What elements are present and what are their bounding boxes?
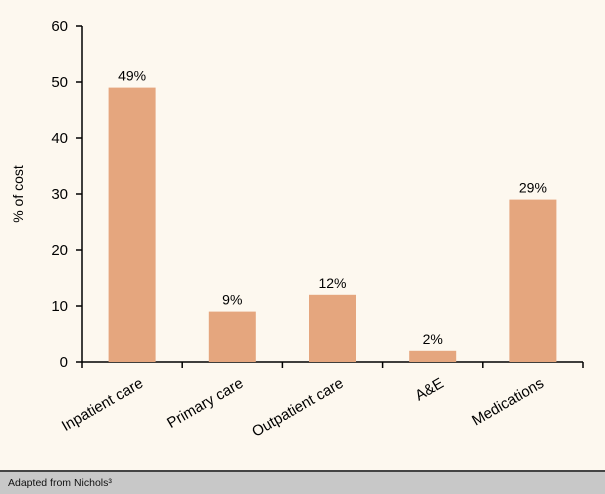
y-axis-ticks: 0 10 20 30 40 50 60 bbox=[51, 18, 82, 371]
bar bbox=[409, 350, 457, 362]
data-label: 2% bbox=[423, 331, 443, 347]
y-axis-label: % of cost bbox=[10, 165, 26, 223]
x-tick-label: Outpatient care bbox=[249, 375, 346, 441]
y-tick-label: 20 bbox=[51, 242, 68, 259]
y-tick-label: 60 bbox=[51, 18, 68, 35]
y-tick-label: 30 bbox=[51, 186, 68, 203]
x-tick-label: Inpatient care bbox=[59, 375, 146, 435]
bar bbox=[208, 311, 256, 362]
bar bbox=[509, 199, 557, 362]
x-tick-label: Medications bbox=[469, 375, 547, 430]
data-label: 29% bbox=[519, 180, 547, 196]
bar bbox=[108, 87, 156, 362]
footer-bar: Adapted from Nichols³ bbox=[0, 470, 605, 494]
x-tick-label: Primary care bbox=[164, 375, 246, 432]
data-label: 49% bbox=[118, 68, 146, 84]
bars bbox=[108, 87, 557, 362]
x-axis-labels: Inpatient care Primary care Outpatient car… bbox=[59, 362, 584, 441]
data-labels: 49% 9% 12% 2% 29% bbox=[118, 68, 547, 347]
y-tick-label: 40 bbox=[51, 130, 68, 147]
x-tick-label: A&E bbox=[412, 375, 446, 405]
data-label: 9% bbox=[222, 292, 242, 308]
y-tick-label: 10 bbox=[51, 298, 68, 315]
data-label: 12% bbox=[318, 275, 346, 291]
source-note: Adapted from Nichols³ bbox=[8, 477, 112, 489]
y-tick-label: 50 bbox=[51, 74, 68, 91]
bar bbox=[309, 294, 356, 362]
y-tick-label: 0 bbox=[60, 354, 68, 371]
bar-chart: 0 10 20 30 40 50 60 49% 9% 12% 2% 29% Inpatient ca… bbox=[10, 18, 584, 441]
